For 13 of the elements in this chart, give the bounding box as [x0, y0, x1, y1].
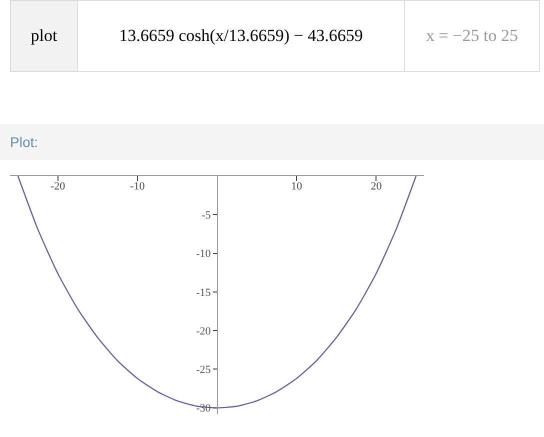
- text: x = −25 to 25: [425, 25, 519, 47]
- y-tick-label: -15: [196, 286, 212, 299]
- x-tick-label: 10: [291, 180, 303, 192]
- text: Plot:: [0, 124, 544, 160]
- x-tick-label: -10: [130, 180, 146, 192]
- x-tick-label: -20: [50, 180, 66, 192]
- text: plot: [11, 1, 78, 71]
- y-tick-label: -25: [196, 364, 212, 376]
- y-tick-label: -20: [196, 325, 212, 338]
- text: 13.6659 cosh(x/13.6659) − 43.6659: [78, 1, 405, 71]
- y-tick-label: -5: [202, 209, 212, 222]
- y-tick-label: -10: [196, 248, 212, 260]
- x-tick-label: 20: [370, 180, 382, 192]
